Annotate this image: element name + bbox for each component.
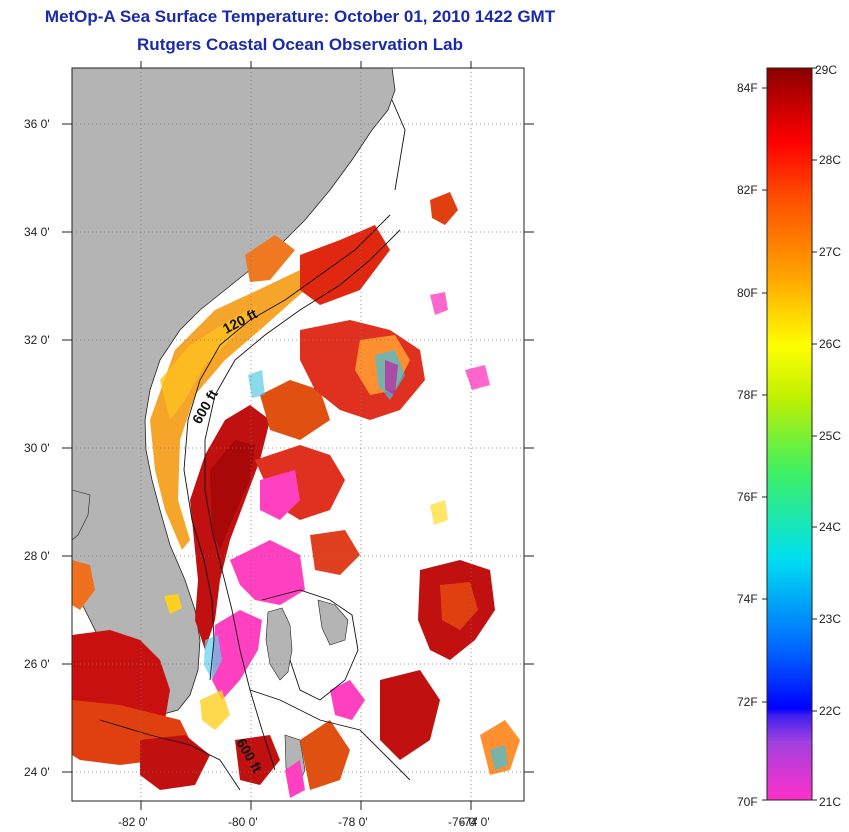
sst-data-layer (72, 192, 520, 798)
colorbar-label-fahrenheit: 82F (737, 183, 758, 197)
lat-tick-label: 28 0' (24, 549, 50, 563)
colorbar-label-celsius: 24C (819, 520, 841, 534)
colorbar-label-celsius: 23C (819, 612, 841, 626)
colorbar-label-fahrenheit: 84F (737, 81, 758, 95)
colorbar-label-celsius: 27C (819, 245, 841, 259)
colorbar-label-fahrenheit: 80F (737, 286, 758, 300)
gridlines (72, 68, 524, 801)
lat-tick-label: 24 0' (24, 765, 50, 779)
map-plot-area: 120 ft 600 ft 600 ft (72, 68, 524, 801)
lat-tick-label: 32 0' (24, 333, 50, 347)
lon-tick-label: -82 0' (118, 815, 148, 829)
lon-tick-label: -74 0' (460, 815, 490, 829)
lon-tick-label: -76 0' (448, 815, 478, 829)
map-ticks (62, 61, 534, 810)
colorbar-label-celsius: 22C (819, 704, 841, 718)
colorbar-label-celsius: 26C (819, 337, 841, 351)
map-subtitle: Rutgers Coastal Ocean Observation Lab (137, 35, 463, 54)
land-bahamas-abaco (317, 599, 349, 646)
colorbar-label-celsius: 28C (819, 153, 841, 167)
colorbar-label-fahrenheit: 74F (737, 592, 758, 606)
map-frame (71, 67, 525, 802)
colorbar-label-fahrenheit: 78F (737, 388, 758, 402)
lon-tick-label: -78 0' (338, 815, 368, 829)
colorbar (766, 67, 813, 801)
lat-tick-label: 30 0' (24, 441, 50, 455)
colorbar-label-fahrenheit: 70F (737, 795, 758, 809)
lat-tick-label: 36 0' (24, 117, 50, 131)
land-gulf-coast (72, 489, 91, 541)
colorbar-label-fahrenheit: 76F (737, 490, 758, 504)
lon-tick-label: -80 0' (228, 815, 258, 829)
bathymetry-contours (99, 99, 411, 791)
colorbar-label-celsius: 21C (819, 795, 841, 809)
colorbar-label-celsius: 25C (819, 429, 841, 443)
colorbar-label-fahrenheit: 72F (737, 695, 758, 709)
land-bahamas-andros (265, 607, 293, 681)
lat-tick-label: 34 0' (24, 225, 50, 239)
map-title: MetOp-A Sea Surface Temperature: October… (44, 7, 556, 26)
colorbar-label-celsius: 29C (815, 63, 837, 77)
lat-tick-label: 26 0' (24, 657, 50, 671)
colorbar-ticks (762, 67, 817, 801)
